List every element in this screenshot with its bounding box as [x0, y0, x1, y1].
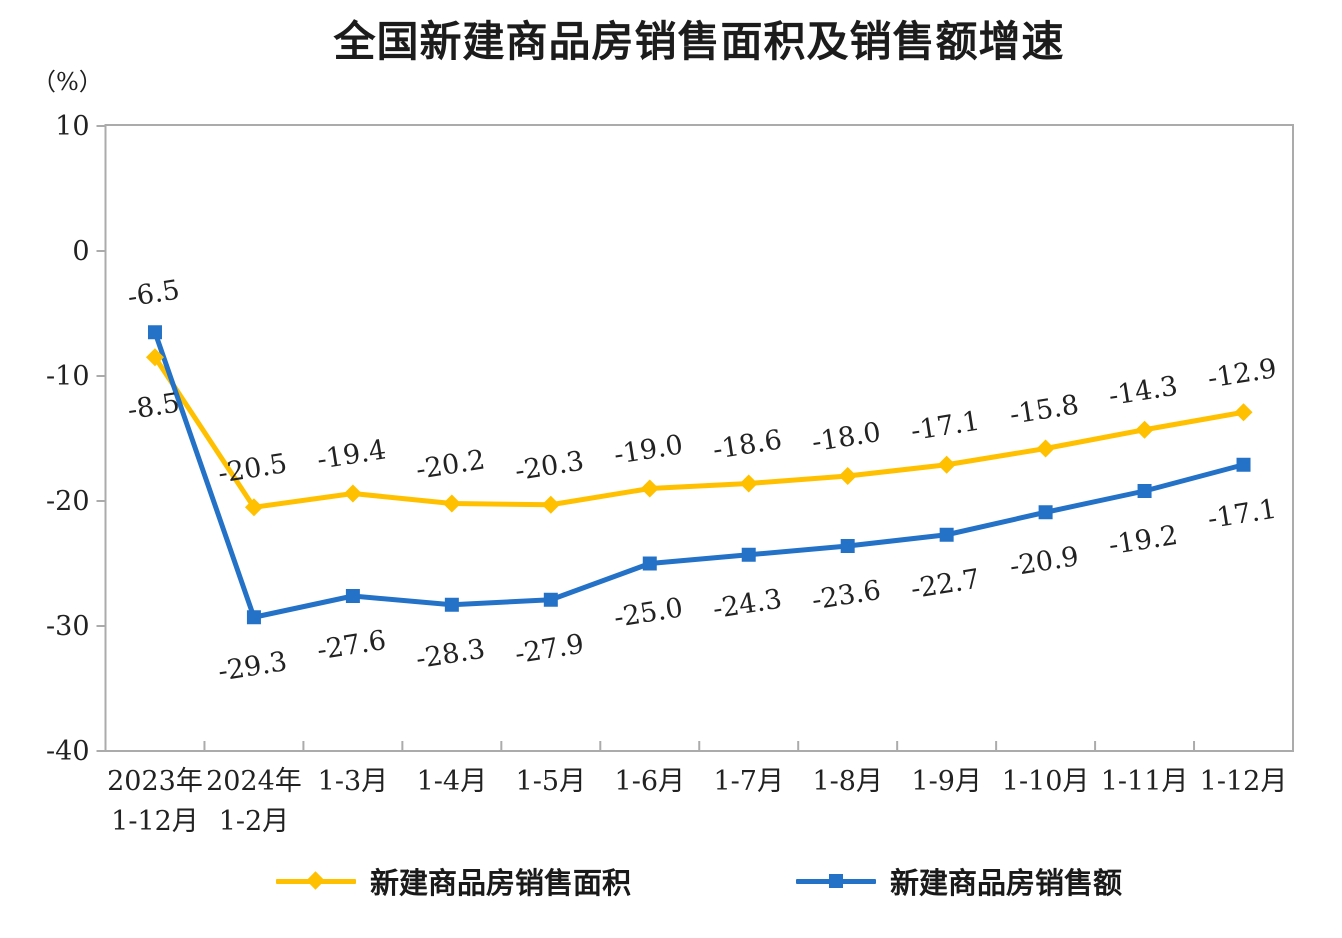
data-label: -29.3 [216, 646, 289, 687]
data-label: -12.9 [1206, 353, 1279, 394]
x-axis-label: 1-10月 [1002, 766, 1090, 797]
data-label: -8.5 [126, 387, 182, 426]
square-marker [840, 539, 855, 553]
data-label: -28.3 [414, 634, 487, 675]
diamond-marker [1036, 439, 1055, 458]
data-label: -19.4 [315, 434, 388, 475]
x-axis-label: 1-8月 [812, 766, 882, 797]
x-axis-label: 1-11月 [1101, 766, 1189, 797]
data-label: -19.0 [612, 429, 685, 470]
legend: 新建商品房销售面积 新建商品房销售额 [105, 860, 1293, 902]
square-marker [1236, 457, 1251, 472]
square-marker [642, 556, 657, 571]
data-label: -18.0 [810, 417, 883, 458]
y-axis-tick-label: -10 [46, 361, 89, 392]
diamond-marker [442, 494, 461, 513]
square-marker [1038, 505, 1053, 520]
diamond-marker [343, 484, 362, 503]
x-axis-label: 2023年 1-12月 [107, 766, 203, 837]
data-label: -20.5 [216, 448, 289, 489]
square-marker [741, 547, 756, 562]
diamond-marker [1135, 420, 1154, 439]
sales-area-line [152, 354, 1247, 510]
sales-value-line [152, 329, 1247, 620]
y-axis-tick-label: -30 [46, 611, 89, 642]
diamond-marker [1234, 403, 1253, 422]
data-label: -19.2 [1107, 520, 1180, 561]
data-label: -24.3 [711, 584, 784, 625]
y-axis-tick-label: -40 [46, 736, 89, 767]
diamond-marker [145, 348, 164, 367]
square-marker [543, 592, 558, 607]
chart-title: 全国新建商品房销售面积及销售额增速 [333, 17, 1065, 66]
x-axis-label: 1-3月 [318, 766, 388, 797]
data-label: -27.6 [315, 625, 388, 666]
square-marker [939, 527, 954, 542]
square-marker [246, 610, 261, 625]
data-label: -20.2 [414, 444, 487, 485]
data-label: -18.6 [711, 424, 784, 465]
x-axis-label: 1-9月 [911, 766, 981, 797]
diamond-marker [838, 467, 857, 485]
diamond-marker [739, 474, 758, 493]
legend-item-sales-value: 新建商品房销售额 [796, 860, 1122, 902]
sales-value-line-marker-icon [796, 870, 876, 892]
data-label: -20.9 [1008, 541, 1081, 582]
data-label: -20.3 [513, 446, 586, 487]
data-label: -23.6 [810, 575, 883, 616]
square-marker [345, 589, 360, 603]
legend-label-sales-area: 新建商品房销售面积 [369, 866, 631, 900]
x-axis-label: 1-7月 [713, 766, 783, 797]
legend-item-sales-area: 新建商品房销售面积 [275, 860, 631, 902]
square-marker [147, 325, 162, 340]
diamond-marker [541, 495, 560, 514]
x-axis-label: 1-6月 [615, 766, 685, 797]
y-axis-unit-label: （%） [32, 68, 103, 96]
diamond-marker [244, 498, 263, 517]
data-label: -25.0 [612, 592, 685, 633]
diamond-marker [640, 479, 659, 498]
legend-label-sales-value: 新建商品房销售额 [890, 866, 1123, 900]
data-label: -22.7 [909, 564, 982, 605]
data-label: -27.9 [513, 629, 586, 670]
x-axis-label: 2024年 1-2月 [206, 766, 302, 837]
square-marker [1137, 484, 1152, 498]
square-marker [444, 597, 459, 612]
data-label: -15.8 [1008, 389, 1081, 430]
data-label: -17.1 [1206, 494, 1279, 535]
y-axis-tick-label: 0 [72, 236, 89, 267]
y-axis-tick-label: 10 [55, 111, 89, 142]
y-axis-tick-label: -20 [46, 486, 89, 517]
diamond-marker [937, 455, 956, 474]
data-label: -14.3 [1107, 371, 1180, 412]
data-label: -6.5 [126, 274, 182, 313]
x-axis-label: 1-4月 [417, 766, 487, 797]
x-axis-label: 1-12月 [1200, 766, 1288, 797]
x-axis-label: 1-5月 [516, 766, 586, 797]
sales-area-line-marker-icon [275, 870, 356, 892]
data-label: -17.1 [909, 406, 982, 447]
